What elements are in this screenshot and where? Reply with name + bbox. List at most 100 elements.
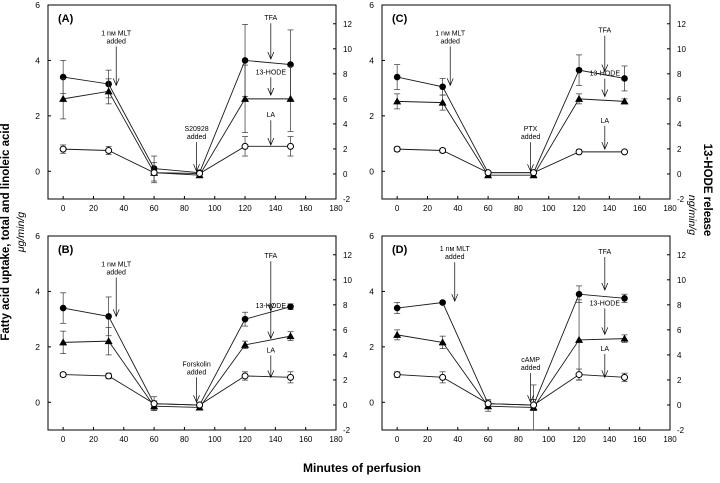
y-right-tick-label: 6 xyxy=(343,326,348,335)
y-right-tick-label: 12 xyxy=(677,251,686,260)
y-axis-right-units: ng/min/g xyxy=(686,195,698,235)
x-tick-label: 100 xyxy=(542,204,556,213)
y-left-tick-label: 4 xyxy=(35,286,40,296)
marker-open-circle xyxy=(393,371,401,379)
y-right-tick-label: -2 xyxy=(343,426,351,435)
annotation: 13-HODE xyxy=(256,69,286,96)
x-tick-label: 100 xyxy=(542,435,556,444)
annotation-text: 1 nм MLT xyxy=(440,246,471,253)
series-13-hode xyxy=(393,93,629,179)
series-la xyxy=(393,145,629,177)
series-line xyxy=(397,374,625,406)
annotation-text: TFA xyxy=(264,253,277,260)
x-tick-label: 60 xyxy=(484,435,493,444)
y-left-tick-label: 6 xyxy=(35,0,40,10)
x-tick-label: 160 xyxy=(299,435,313,444)
annotation: 13-HODE xyxy=(590,300,620,336)
x-tick-label: 60 xyxy=(150,435,159,444)
y-right-tick-label: 8 xyxy=(343,301,348,310)
y-axis-left-units: μg/min/g xyxy=(15,212,27,253)
marker-triangle xyxy=(575,335,584,343)
x-tick-label: 20 xyxy=(423,435,432,444)
y-axis-right-title: 13-HODE release xyxy=(701,144,713,237)
marker-triangle xyxy=(393,97,402,105)
x-tick-label: 120 xyxy=(238,435,252,444)
x-tick-label: 40 xyxy=(453,435,462,444)
annotation-text: Forskolin xyxy=(182,361,211,368)
annotation-text: 1 nм MLT xyxy=(101,30,132,37)
marker-open-circle xyxy=(105,147,113,154)
marker-open-circle xyxy=(59,145,67,153)
marker-open-circle xyxy=(196,401,204,409)
marker-filled-circle xyxy=(621,295,628,302)
annotation-arrow-head xyxy=(601,327,609,336)
annotation-arrow-head xyxy=(267,370,275,379)
marker-filled-circle xyxy=(439,83,446,91)
marker-triangle xyxy=(438,338,447,346)
y-right-tick-label: 4 xyxy=(677,120,682,129)
y-right-tick-label: 6 xyxy=(677,95,682,104)
panel-label: (C) xyxy=(392,13,408,25)
annotation-arrow-head xyxy=(112,309,120,318)
x-tick-label: 0 xyxy=(61,435,66,444)
series-13-hode xyxy=(59,327,295,411)
annotation-text: 13-HODE xyxy=(256,303,287,310)
series-line xyxy=(397,148,625,174)
x-tick-label: 40 xyxy=(119,204,128,213)
annotation-arrow-head xyxy=(193,164,200,173)
y-right-tick-label: 0 xyxy=(343,401,348,410)
marker-filled-circle xyxy=(59,304,67,312)
x-tick-label: 160 xyxy=(633,204,647,213)
annotation-text: added xyxy=(521,365,541,372)
annotation-text: LA xyxy=(601,346,610,353)
x-tick-label: 100 xyxy=(208,435,222,444)
y-right-tick-label: 0 xyxy=(343,170,348,179)
marker-open-circle xyxy=(196,170,204,178)
y-right-tick-label: -2 xyxy=(677,426,685,435)
series-line xyxy=(397,98,625,176)
series-line xyxy=(63,145,291,174)
y-right-tick-label: 12 xyxy=(677,20,686,29)
x-tick-label: 0 xyxy=(395,204,400,213)
x-tick-label: 80 xyxy=(514,204,523,213)
y-right-tick-label: 4 xyxy=(343,351,348,360)
y-right-tick-label: 2 xyxy=(677,145,682,154)
y-right-tick-label: -2 xyxy=(343,195,351,204)
annotation-text: added xyxy=(106,269,126,276)
x-tick-label: 100 xyxy=(208,204,222,213)
series-line xyxy=(397,69,625,174)
marker-open-circle xyxy=(241,372,249,380)
annotation-arrow-head xyxy=(446,78,454,87)
y-left-tick-label: 0 xyxy=(369,397,374,407)
marker-filled-circle xyxy=(241,315,249,323)
panel-c: 0 20 40 60 80 100 120 140 160 180 0 2 4 6 -2 0 2 4 6 8 10 12 (… xyxy=(369,0,686,213)
marker-open-circle xyxy=(287,142,295,150)
x-tick-label: 120 xyxy=(572,204,586,213)
series-line xyxy=(397,334,625,408)
plot-frame xyxy=(47,4,337,200)
annotation-text: 1 nм MLT xyxy=(101,261,132,268)
series-13-hode xyxy=(393,299,629,431)
x-axis-title: Minutes of perfusion xyxy=(303,461,421,475)
annotation: TFA xyxy=(598,249,612,291)
marker-triangle xyxy=(620,334,629,342)
annotation-text: cAMP xyxy=(521,357,540,364)
marker-filled-circle xyxy=(105,313,112,320)
marker-filled-circle xyxy=(393,304,401,312)
annotation-text: PTX xyxy=(524,126,538,133)
plot-frame xyxy=(47,235,337,431)
x-tick-label: 120 xyxy=(238,204,252,213)
marker-open-circle xyxy=(575,371,583,379)
annotation-arrow-head xyxy=(451,293,459,303)
y-right-tick-label: 6 xyxy=(677,326,682,335)
x-tick-label: 180 xyxy=(663,204,677,213)
y-right-tick-label: 10 xyxy=(677,276,686,285)
annotation-arrow-head xyxy=(267,137,275,146)
panel-label: (A) xyxy=(58,13,74,25)
marker-triangle xyxy=(393,330,402,338)
annotation: LA xyxy=(601,346,610,379)
